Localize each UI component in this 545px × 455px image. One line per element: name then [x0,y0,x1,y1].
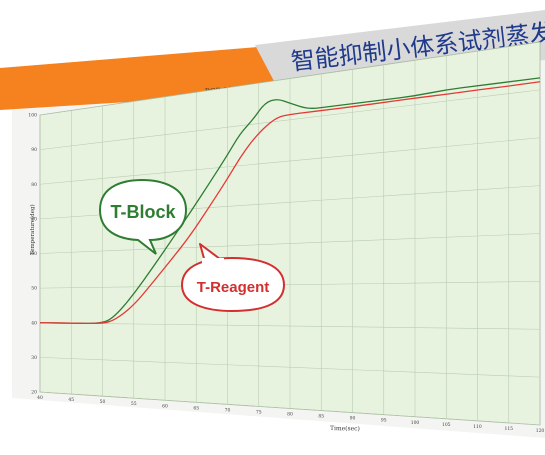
y-tick-label: 40 [31,320,37,326]
x-tick-label: 85 [318,414,324,420]
y-tick-labels: 20 30 40 50 60 70 80 90 100 [28,113,37,396]
x-tick-label: 115 [504,426,513,432]
x-tick-label: 65 [193,405,199,411]
y-tick-label: 50 [31,286,37,292]
y-grid-line [40,89,540,150]
x-tick-label: 90 [350,416,356,422]
y-grid-line [40,42,540,116]
y-tick-label: 20 [31,390,37,396]
t-reagent-label: T-Reagent [197,279,270,296]
series-layer [40,77,540,325]
x-tick-label: 75 [256,409,262,415]
y-tick-label: 100 [28,113,37,119]
y-tick-label: 60 [31,251,37,257]
x-tick-label: 80 [287,412,293,418]
x-tick-labels: 40 45 50 55 60 65 70 75 80 85 90 95 100 105 110 115 120 [37,395,544,434]
x-tick-label: 120 [536,428,545,434]
x-tick-label: 95 [381,418,387,424]
x-axis-label: Time(sec) [330,425,360,433]
series-line-t-reagent [40,81,540,325]
y-tick-label: 90 [31,147,37,153]
y-grid-line [40,281,540,289]
y-axis-label: Temperature(deg) [29,204,36,255]
x-tick-label: 105 [442,422,451,428]
y-grid-line [40,357,540,378]
x-tick-label: 40 [37,395,43,401]
x-tick-label: 70 [225,407,231,413]
y-grid-line [40,137,540,185]
t-block-label: T-Block [110,202,176,222]
y-tick-label: 80 [31,182,37,188]
series-line-t-block [40,77,540,325]
y-tick-label: 70 [31,216,37,222]
x-tick-label: 55 [131,401,137,407]
x-tick-label: 45 [68,397,74,403]
x-tick-label: 60 [162,403,168,409]
x-tick-label: 50 [100,399,106,405]
y-tick-label: 30 [31,355,37,361]
y-grid-line [40,322,540,330]
x-tick-label: 100 [411,420,420,426]
x-tick-label: 110 [473,424,482,430]
y-grid-line [40,233,540,254]
t-block-callout: T-Block [98,178,188,255]
t-reagent-callout: T-Reagent [180,243,286,313]
